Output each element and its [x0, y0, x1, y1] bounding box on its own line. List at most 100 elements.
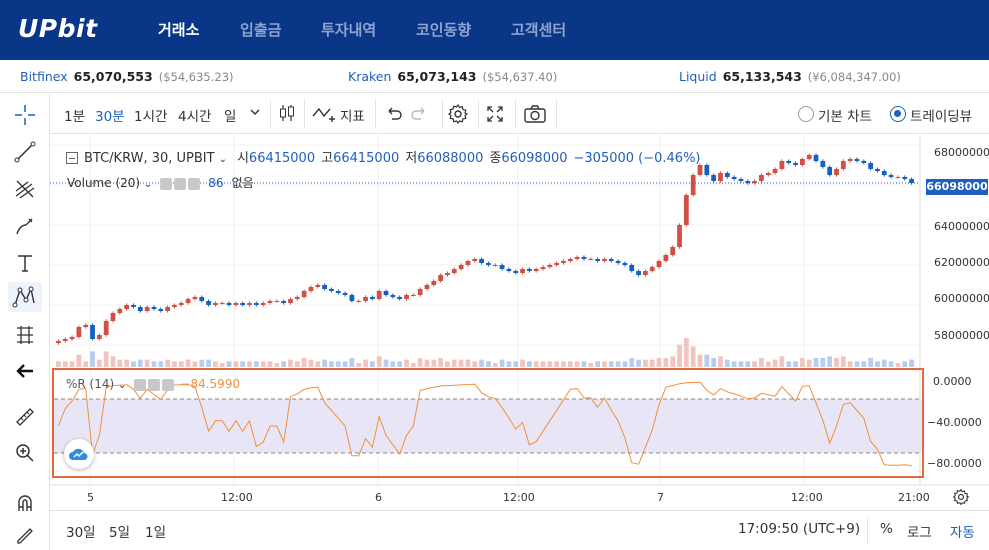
interval-1h[interactable]: 1시간	[134, 109, 168, 125]
close-icon[interactable]	[162, 378, 175, 391]
indicator-label[interactable]: %R (14)	[66, 377, 115, 391]
basic-chart-radio[interactable]	[798, 106, 814, 122]
clock-timezone[interactable]: 17:09:50 (UTC+9)	[738, 521, 861, 537]
zoom-in-icon[interactable]	[8, 438, 42, 468]
indicator-pane-frame	[52, 368, 924, 478]
volume-bar	[404, 359, 409, 367]
ruler-icon[interactable]	[8, 402, 42, 432]
camera-icon[interactable]	[523, 103, 547, 129]
price-tick: 62000000	[934, 256, 989, 269]
pencil-lock-icon[interactable]	[8, 519, 42, 549]
volume-bar	[847, 361, 853, 367]
chevron-down-icon[interactable]: ⌄	[118, 380, 127, 391]
range-30d[interactable]: 30일	[66, 525, 96, 541]
candle-body	[683, 195, 689, 225]
divider	[270, 100, 271, 128]
candle-body	[451, 269, 457, 273]
symbol-title[interactable]: BTC/KRW, 30, UPBIT	[84, 151, 215, 166]
volume-bar	[615, 361, 621, 367]
auto-scale-toggle[interactable]: 자동	[950, 525, 975, 541]
chevron-down-icon[interactable]: ⌄	[143, 179, 153, 190]
candle-body	[861, 161, 867, 163]
interval-30m[interactable]: 30분	[95, 109, 125, 125]
candle-body	[888, 175, 894, 177]
williams-r-line	[57, 381, 912, 467]
collapse-legend-icon[interactable]	[66, 151, 78, 164]
price-chart[interactable]: BTC/KRW, 30, UPBIT ⌄ 시66415000 고66415000 저66…	[50, 135, 989, 515]
volume-bar	[172, 361, 177, 367]
nav-coin-trends[interactable]: 코인동향	[416, 21, 472, 39]
volume-bar	[765, 361, 771, 367]
candle-body	[192, 297, 198, 299]
volume-bar	[131, 361, 136, 367]
interval-1m[interactable]: 1분	[64, 109, 86, 125]
volume-bar	[697, 354, 703, 367]
eye-icon[interactable]	[160, 177, 173, 190]
pattern-tool-icon[interactable]	[8, 282, 42, 312]
volume-label[interactable]: Volume (20)	[67, 176, 141, 190]
chevron-down-icon[interactable]: ⌄	[218, 154, 227, 165]
candle-body	[909, 179, 914, 184]
log-toggle[interactable]: 로그	[907, 525, 932, 541]
nav-investment-history[interactable]: 투자내역	[321, 21, 377, 39]
chart-canvas[interactable]	[50, 135, 989, 515]
candle-body	[438, 275, 444, 281]
candle-body	[745, 181, 751, 183]
fib-tool-icon[interactable]	[8, 174, 42, 204]
upbit-logo[interactable]: UPbit	[18, 14, 98, 43]
crosshair-icon[interactable]	[8, 100, 42, 130]
range-1d[interactable]: 1일	[145, 525, 167, 541]
volume-bar	[636, 359, 641, 367]
settings-gear-icon[interactable]	[447, 103, 469, 129]
candle-body	[602, 259, 607, 261]
gear-icon[interactable]	[148, 378, 161, 391]
candle-body	[806, 155, 812, 159]
trend-line-icon[interactable]	[8, 137, 42, 167]
candle-body	[62, 339, 68, 341]
nav-deposit-withdraw[interactable]: 입출금	[240, 21, 282, 39]
osc-tick: −80.0000	[927, 457, 982, 470]
candle-body	[233, 303, 239, 305]
tradingview-radio[interactable]	[890, 106, 906, 122]
close-icon[interactable]	[188, 177, 201, 190]
candle-body	[724, 173, 730, 177]
gear-icon[interactable]	[174, 177, 187, 190]
magnet-icon[interactable]	[8, 488, 42, 518]
candlestick-type-icon[interactable]	[277, 103, 297, 127]
indicators-icon[interactable]	[312, 104, 338, 128]
measure-range-icon[interactable]	[8, 320, 42, 350]
nav-exchange[interactable]: 거래소	[158, 21, 200, 39]
percent-toggle[interactable]: %	[880, 521, 893, 537]
nav-customer-center[interactable]: 고객센터	[511, 21, 567, 39]
candle-body	[281, 301, 287, 303]
candle-body	[895, 177, 901, 178]
redo-icon[interactable]	[410, 104, 430, 128]
ticker-liquid: Liquid 65,133,543 (¥6,084,347.00)	[679, 69, 901, 84]
volume-bar	[793, 361, 798, 367]
volume-bar	[861, 361, 867, 367]
chart-settings-gear-icon[interactable]	[952, 488, 970, 510]
indicator-value: −84.5990	[180, 377, 241, 391]
brush-icon[interactable]	[8, 211, 42, 241]
back-arrow-icon[interactable]	[8, 356, 42, 386]
interval-1d[interactable]: 일	[224, 109, 237, 125]
tradingview-cloud-icon[interactable]	[64, 439, 94, 469]
tradingview-label[interactable]: 트레이딩뷰	[910, 109, 973, 125]
candle-body	[854, 159, 860, 161]
candle-body	[247, 303, 252, 305]
candle-body	[178, 303, 184, 305]
volume-bar	[752, 361, 757, 367]
volume-bar	[499, 359, 505, 367]
basic-chart-label[interactable]: 기본 차트	[818, 109, 872, 125]
chevron-down-icon[interactable]	[249, 106, 261, 122]
candle-body	[554, 263, 560, 265]
eye-icon[interactable]	[134, 378, 147, 391]
interval-4h[interactable]: 4시간	[178, 109, 212, 125]
range-5d[interactable]: 5일	[109, 525, 131, 541]
volume-bar	[540, 361, 546, 367]
fullscreen-icon[interactable]	[485, 104, 505, 128]
text-tool-icon[interactable]	[8, 248, 42, 278]
indicators-button[interactable]: 지표	[340, 109, 365, 125]
undo-icon[interactable]	[383, 104, 403, 128]
volume-bar	[724, 359, 730, 367]
